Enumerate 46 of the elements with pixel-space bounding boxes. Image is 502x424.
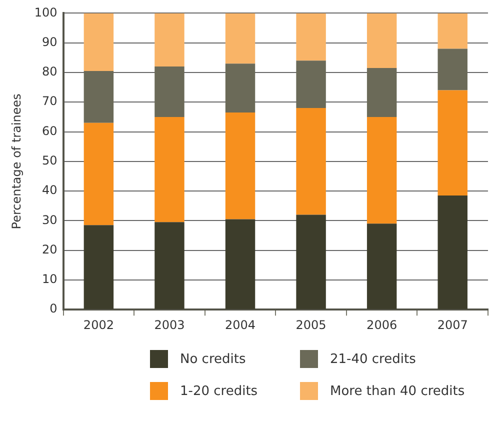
bar [366, 116, 397, 224]
bar [366, 13, 397, 68]
legend-label: More than 40 credits [330, 384, 465, 398]
bar [225, 112, 256, 220]
y-tick-label: 100 [34, 5, 58, 20]
bar [296, 13, 326, 61]
bar [438, 90, 468, 196]
legend-label: 21-40 credits [330, 352, 416, 366]
y-tick-label: 0 [50, 302, 58, 316]
bar [225, 13, 256, 64]
x-tick-label: 2006 [366, 318, 398, 332]
bar [438, 48, 468, 90]
bar [154, 13, 184, 67]
bar [84, 225, 114, 310]
bar [296, 108, 326, 215]
y-tick-label: 70 [42, 94, 58, 108]
y-tick-label: 20 [42, 242, 58, 256]
bar [84, 71, 114, 123]
y-tick-label: 90 [42, 34, 58, 49]
y-tick-label: 60 [42, 124, 58, 138]
bar [84, 13, 114, 71]
x-tick-label: 2004 [224, 318, 256, 332]
bar [154, 116, 184, 222]
y-axis-title: Percentage of trainees [9, 94, 24, 230]
bar [154, 66, 184, 117]
bar [366, 224, 397, 310]
x-tick-label: 2007 [437, 318, 468, 332]
x-tick-label: 2003 [154, 318, 185, 332]
y-tick-label: 40 [42, 183, 58, 198]
legend-label: No credits [180, 352, 246, 366]
bar [225, 64, 256, 112]
bar [438, 13, 468, 49]
bar [438, 195, 468, 310]
x-tick-label: 2002 [83, 318, 114, 332]
y-tick-label: 80 [42, 64, 58, 79]
y-tick-label: 50 [42, 154, 58, 168]
bar [296, 214, 326, 310]
bar [154, 222, 184, 310]
y-tick-label: 30 [42, 212, 58, 227]
legend-label: 1-20 credits [180, 384, 258, 398]
y-tick-label: 10 [42, 272, 58, 286]
x-tick-label: 2005 [296, 318, 326, 332]
bar [84, 122, 114, 226]
bar [296, 60, 326, 108]
bar [225, 219, 256, 310]
bar [366, 68, 397, 117]
